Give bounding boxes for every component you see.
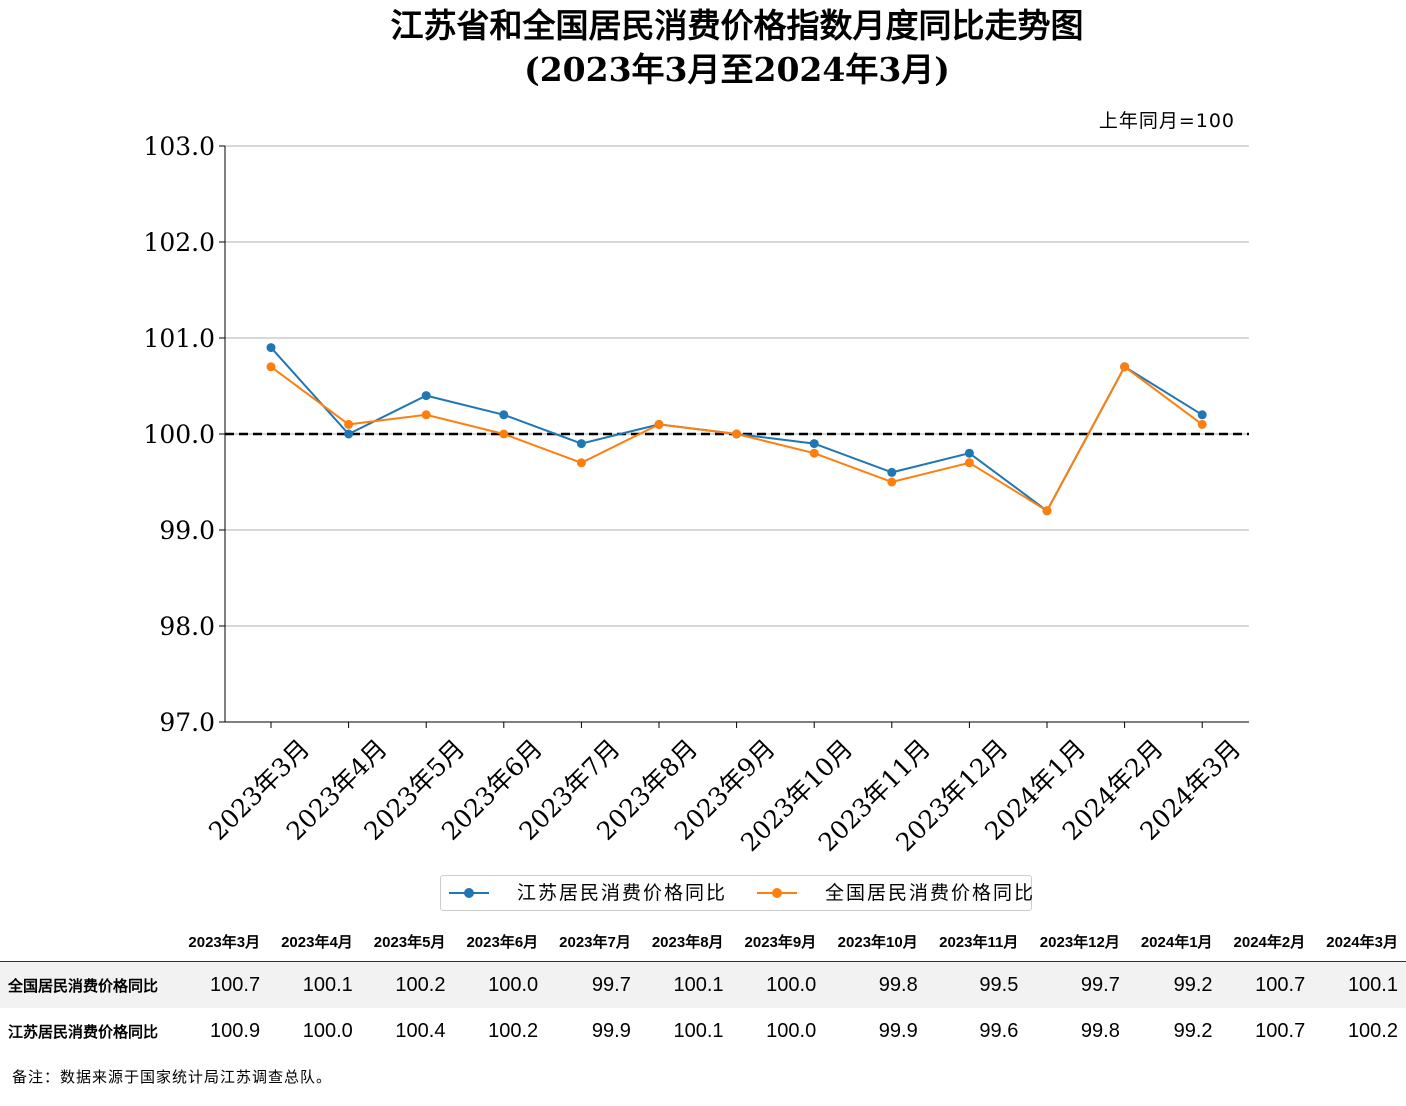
table-cell: 100.4 — [360, 1008, 454, 1054]
data-point — [344, 419, 354, 429]
gridlines — [225, 145, 1249, 627]
table-cell: 100.2 — [1313, 1008, 1406, 1054]
legend: 江苏居民消费价格同比 全国居民消费价格同比 — [440, 875, 1036, 911]
table-cell: 100.7 — [1220, 1008, 1314, 1054]
data-point — [499, 410, 509, 420]
series-line — [270, 365, 1203, 513]
table-row: 江苏居民消费价格同比 100.9 100.0 100.4 100.2 99.9 100.1 1… — [0, 1008, 1406, 1054]
data-point — [266, 343, 276, 353]
table-header-row: 2023年3月 2023年4月 2023年5月 2023年6月 2023年7月 2023年… — [0, 922, 1406, 962]
table-cell: 99.2 — [1127, 1008, 1221, 1054]
data-point — [732, 429, 742, 439]
data-point — [421, 391, 431, 401]
table-row: 全国居民消费价格同比 100.7 100.1 100.2 100.0 99.7 100.1 1… — [0, 961, 1406, 1008]
legend-label: 江苏居民消费价格同比 — [517, 882, 728, 904]
y-tick-label: 99.0 — [159, 516, 215, 545]
table-cell: 100.1 — [638, 1008, 732, 1054]
x-axis-ticks: 2023年3月2023年4月2023年5月2023年6月2023年7月2023年… — [203, 722, 1246, 857]
table-header-cell: 2024年2月 — [1220, 922, 1314, 962]
table-cell: 99.8 — [824, 961, 926, 1008]
table-cell: 100.9 — [175, 1008, 269, 1054]
table-row-header: 全国居民消费价格同比 — [0, 961, 176, 1008]
table-cell: 99.6 — [925, 1008, 1027, 1054]
data-table: 2023年3月 2023年4月 2023年5月 2023年6月 2023年7月 2023年… — [0, 922, 1406, 1054]
table-header-cell: 2023年6月 — [453, 922, 547, 962]
table-header-cell: 2023年3月 — [175, 922, 269, 962]
data-point — [887, 477, 897, 487]
table-cell: 100.2 — [453, 1008, 547, 1054]
data-point — [887, 467, 897, 477]
table-header-cell: 2023年9月 — [731, 922, 825, 962]
data-point — [576, 458, 586, 468]
table-row-header: 江苏居民消费价格同比 — [0, 1008, 176, 1054]
table-header-cell: 2024年1月 — [1127, 922, 1221, 962]
data-point — [266, 362, 276, 372]
series-line — [270, 346, 1203, 513]
y-tick-label: 100.0 — [143, 420, 215, 449]
table-corner — [0, 922, 176, 962]
table-cell: 99.7 — [546, 961, 639, 1008]
table-header-cell: 2023年10月 — [824, 922, 926, 962]
line-chart: 97.0 98.0 99.0 100.0 101.0 102.0 103.0 2023年3月… — [143, 132, 1249, 857]
table-header-cell: 2023年11月 — [925, 922, 1027, 962]
data-point — [654, 419, 664, 429]
data-point — [1042, 506, 1052, 516]
table-cell: 100.1 — [638, 961, 732, 1008]
table-cell: 99.7 — [1026, 961, 1128, 1008]
table-cell: 100.7 — [175, 961, 269, 1008]
table-cell: 100.0 — [268, 1008, 361, 1054]
table-cell: 99.9 — [546, 1008, 639, 1054]
data-point — [499, 429, 509, 439]
series-group — [266, 343, 1207, 516]
y-axis-ticks: 97.0 98.0 99.0 100.0 101.0 102.0 103.0 — [143, 132, 225, 737]
table-cell: 100.0 — [453, 961, 547, 1008]
legend-marker — [464, 888, 474, 898]
table-cell: 100.0 — [731, 961, 825, 1008]
table-cell: 99.8 — [1026, 1008, 1128, 1054]
data-point — [964, 448, 974, 458]
y-tick-label: 101.0 — [143, 324, 215, 353]
data-point — [809, 448, 819, 458]
table-header-cell: 2023年5月 — [360, 922, 454, 962]
legend-marker — [772, 888, 782, 898]
footnote: 备注：数据来源于国家统计局江苏调查总队。 — [12, 1068, 333, 1086]
data-point — [1197, 410, 1207, 420]
table-cell: 100.0 — [731, 1008, 825, 1054]
table-cell: 100.1 — [1313, 961, 1406, 1008]
chart-subtitle: (2023年3月至2024年3月) — [524, 50, 950, 89]
table-cell: 100.2 — [360, 961, 454, 1008]
table-cell: 99.9 — [824, 1008, 926, 1054]
unit-note: 上年同月=100 — [1098, 110, 1235, 132]
chart-title: 江苏省和全国居民消费价格指数月度同比走势图 — [390, 6, 1084, 45]
table-cell: 99.5 — [925, 961, 1027, 1008]
data-point — [1120, 362, 1130, 372]
y-tick-label: 97.0 — [159, 708, 215, 737]
data-point — [1197, 419, 1207, 429]
table-cell: 100.1 — [268, 961, 361, 1008]
data-point — [809, 439, 819, 449]
table-header-cell: 2023年4月 — [268, 922, 361, 962]
table-cell: 99.2 — [1127, 961, 1221, 1008]
y-tick-label: 102.0 — [143, 228, 215, 257]
legend-label: 全国居民消费价格同比 — [825, 882, 1036, 904]
table-header-cell: 2023年12月 — [1026, 922, 1128, 962]
data-point — [421, 410, 431, 420]
table-cell: 100.7 — [1220, 961, 1314, 1008]
data-point — [576, 439, 586, 449]
y-tick-label: 98.0 — [159, 612, 215, 641]
table-header-cell: 2023年7月 — [546, 922, 639, 962]
data-point — [344, 429, 354, 439]
y-tick-label: 103.0 — [143, 132, 215, 161]
table-header-cell: 2023年8月 — [638, 922, 732, 962]
data-point — [964, 458, 974, 468]
table-header-cell: 2024年3月 — [1313, 922, 1406, 962]
